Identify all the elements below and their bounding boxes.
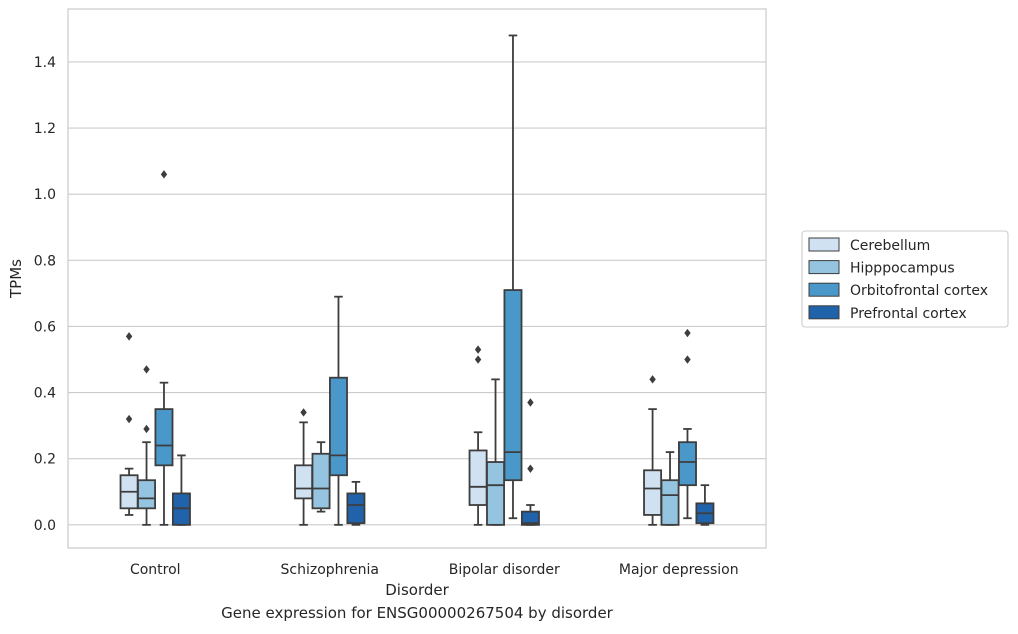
box-body [468, 449, 488, 506]
legend-swatch [808, 282, 840, 297]
box-body [329, 376, 348, 477]
y-tick-label: 0.6 [34, 319, 56, 335]
outlier-point [474, 345, 482, 354]
box-body [154, 408, 174, 467]
outlier-point [474, 355, 482, 364]
outlier-point [143, 424, 150, 434]
outlier-point [527, 464, 534, 473]
legend-frame [801, 230, 1009, 328]
box [678, 328, 697, 520]
outlier-point [125, 414, 133, 424]
plot-area [119, 34, 715, 526]
box [503, 34, 523, 520]
legend-label: Orbitofrontal cortex [850, 283, 988, 299]
grid [68, 61, 766, 526]
box-body [137, 479, 156, 510]
box-body [520, 510, 540, 526]
box-body [486, 461, 505, 526]
legend-label: Prefrontal cortex [850, 306, 967, 322]
box [171, 454, 191, 526]
outlier-point [684, 328, 691, 338]
x-tick-label: Bipolar disorder [449, 562, 560, 578]
outlier-point [125, 332, 133, 341]
box [137, 365, 156, 526]
legend-swatch [808, 237, 840, 252]
chart-caption: Gene expression for ENSG00000267504 by d… [221, 604, 613, 622]
legend-swatch [808, 260, 840, 275]
y-tick-label: 0.2 [34, 452, 56, 468]
y-axis-ticks: 0.0 0.2 0.4 0.6 0.8 1.0 1.2 1.4 [34, 55, 56, 534]
legend-label: Hipppocampus [850, 261, 955, 277]
y-tick-label: 0.0 [34, 518, 56, 534]
box-body [660, 479, 680, 526]
x-axis-label: Disorder [385, 581, 449, 599]
box [660, 451, 680, 526]
y-tick-label: 1.4 [34, 55, 56, 71]
box [486, 378, 505, 526]
y-tick-label: 1.2 [34, 121, 56, 137]
y-tick-label: 0.4 [34, 386, 56, 402]
box [311, 441, 331, 513]
box [294, 408, 314, 526]
box [329, 295, 348, 526]
outlier-point [300, 408, 307, 417]
legend-label: Cerebellum [850, 238, 930, 254]
box-body [311, 452, 331, 510]
y-tick-label: 0.8 [34, 253, 56, 269]
box-body [643, 469, 663, 516]
box [119, 332, 139, 516]
x-axis-ticks: Control Schizophrenia Bipolar disorder Majo… [130, 562, 739, 578]
y-axis-label: TPMs [7, 259, 25, 299]
x-tick-label: Control [130, 562, 181, 578]
box [695, 484, 715, 526]
box-body [294, 464, 314, 500]
outlier-point [160, 170, 168, 179]
legend-swatch [808, 305, 840, 320]
box [346, 480, 366, 526]
box [468, 345, 488, 526]
box-body [503, 289, 523, 482]
legend: Cerebellum Hipppocampus Orbitofrontal cort… [801, 230, 1009, 328]
outlier-point [684, 355, 691, 364]
box [643, 375, 663, 526]
outlier-point [649, 375, 656, 384]
box [520, 398, 540, 526]
y-tick-label: 1.0 [34, 187, 56, 203]
outlier-point [527, 398, 534, 407]
box-body [678, 441, 697, 487]
outlier-point [143, 365, 150, 374]
plot-frame [67, 8, 767, 549]
box [154, 170, 174, 526]
x-tick-label: Major depression [619, 562, 739, 578]
box-body [346, 492, 366, 525]
x-tick-label: Schizophrenia [281, 562, 379, 578]
